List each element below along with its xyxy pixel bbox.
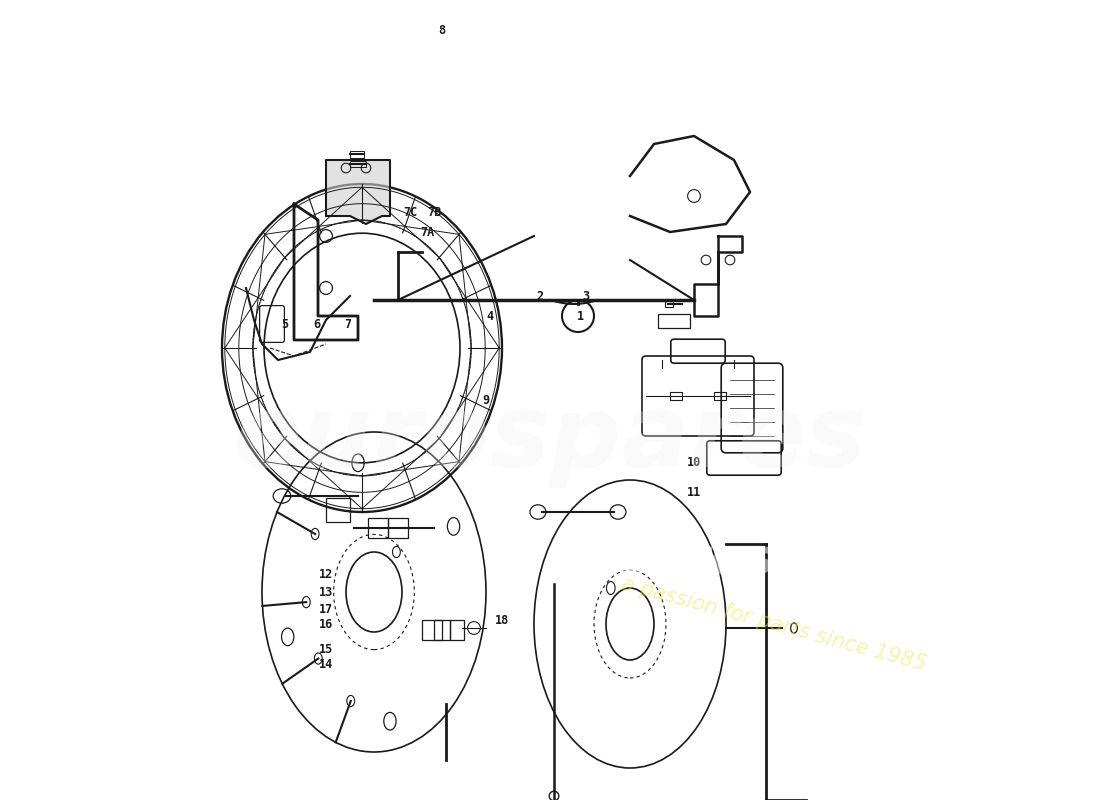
- Bar: [670, 392, 682, 400]
- Bar: [666, 301, 673, 307]
- Text: 18: 18: [495, 614, 509, 626]
- Bar: [327, 498, 350, 522]
- Text: 8: 8: [439, 24, 446, 37]
- Bar: [714, 392, 726, 400]
- Text: 1: 1: [576, 310, 584, 322]
- Text: 13: 13: [319, 586, 333, 598]
- Text: 12: 12: [319, 568, 333, 581]
- Bar: [368, 518, 387, 538]
- Bar: [350, 151, 364, 158]
- Text: 9: 9: [483, 394, 490, 406]
- Text: eurospares: eurospares: [616, 536, 932, 584]
- Text: 10: 10: [686, 456, 701, 469]
- Bar: [350, 161, 366, 167]
- Bar: [422, 620, 442, 640]
- Bar: [450, 620, 464, 640]
- Text: 17: 17: [319, 603, 333, 616]
- Text: 7C: 7C: [403, 206, 417, 218]
- Text: eurospares: eurospares: [233, 391, 867, 489]
- Text: 4: 4: [486, 310, 494, 322]
- Bar: [388, 518, 408, 538]
- Text: 15: 15: [319, 643, 333, 656]
- Text: 7: 7: [344, 318, 351, 330]
- Bar: [658, 314, 690, 328]
- Text: 5: 5: [280, 318, 288, 330]
- Text: 7A: 7A: [420, 226, 434, 238]
- Text: 3: 3: [582, 290, 590, 302]
- Bar: [434, 620, 450, 640]
- Text: 11: 11: [686, 486, 701, 498]
- Text: a passion for parts since 1985: a passion for parts since 1985: [619, 574, 928, 674]
- Text: 2: 2: [537, 290, 544, 302]
- Text: 16: 16: [319, 618, 333, 630]
- Text: 7B: 7B: [427, 206, 441, 218]
- Polygon shape: [326, 160, 390, 224]
- Text: 6: 6: [312, 318, 320, 330]
- Text: 14: 14: [319, 658, 333, 670]
